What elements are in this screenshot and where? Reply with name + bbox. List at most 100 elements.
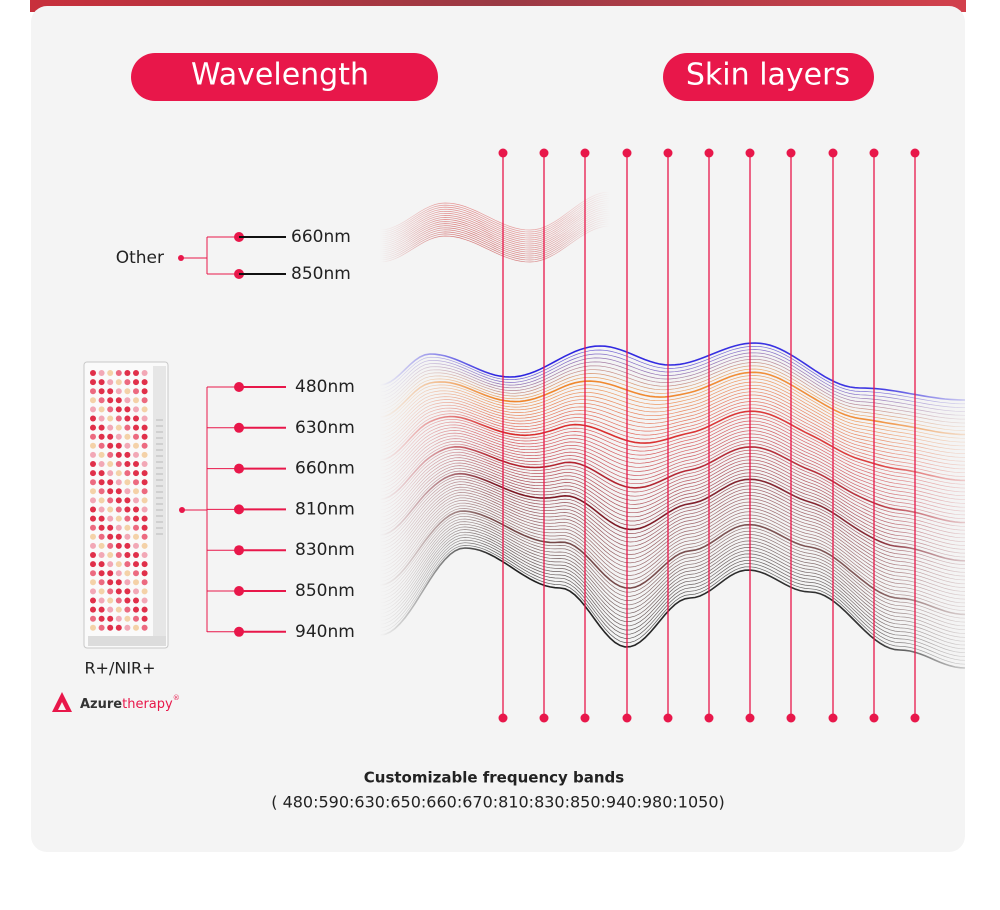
led <box>98 588 105 595</box>
led <box>124 388 131 395</box>
led <box>115 479 122 486</box>
led <box>141 542 148 549</box>
wave-line <box>379 472 966 562</box>
dot <box>539 148 549 158</box>
led <box>141 488 148 495</box>
wavelength-label: 480nm <box>295 377 355 397</box>
led <box>141 388 148 395</box>
led <box>133 552 139 558</box>
wave-line <box>379 523 966 634</box>
led <box>107 570 114 577</box>
led <box>115 461 122 467</box>
led <box>115 579 122 586</box>
wave-line <box>379 223 611 261</box>
led <box>133 488 139 495</box>
led <box>107 370 114 376</box>
led <box>107 542 114 549</box>
product-list: 480nm 630nm 660nm 810nm 830nm 850nm 940nm <box>207 377 355 642</box>
led <box>141 615 148 622</box>
led <box>115 597 122 604</box>
led <box>133 424 139 431</box>
led <box>115 433 122 440</box>
led <box>133 479 139 486</box>
led <box>141 579 148 586</box>
wave-line <box>379 378 966 443</box>
led <box>115 497 122 504</box>
wave-line <box>379 191 611 231</box>
led <box>141 479 148 486</box>
led <box>124 497 131 504</box>
led <box>98 561 105 568</box>
wave-line <box>379 407 966 477</box>
led <box>98 442 105 449</box>
led <box>107 497 114 504</box>
led <box>124 533 131 540</box>
dot <box>622 713 632 723</box>
led <box>107 597 114 604</box>
wave-line <box>379 492 966 588</box>
led <box>124 506 131 513</box>
wave-line <box>379 526 966 638</box>
product-name: R+/NIR+ <box>84 659 155 678</box>
wave-line <box>379 212 611 251</box>
led <box>107 388 114 395</box>
led <box>107 524 114 531</box>
wavelength-label: 850nm <box>295 581 355 601</box>
led <box>115 424 122 431</box>
dot <box>498 713 508 723</box>
led <box>90 606 96 613</box>
led <box>141 533 148 540</box>
led <box>90 506 96 513</box>
led <box>133 397 139 404</box>
wave-line <box>379 497 966 596</box>
panel-body <box>83 361 169 649</box>
led <box>124 542 131 549</box>
led <box>133 624 139 631</box>
brand-mark: ® <box>173 694 180 702</box>
led <box>107 533 114 540</box>
led <box>90 542 96 549</box>
dot <box>786 713 796 723</box>
led <box>107 433 114 440</box>
wave-line <box>379 352 966 412</box>
led <box>98 515 105 522</box>
wave-line <box>379 462 966 546</box>
wave-line <box>379 436 966 512</box>
led <box>107 479 114 486</box>
led <box>124 479 131 486</box>
led <box>133 415 139 422</box>
led <box>124 552 131 558</box>
led <box>141 451 148 458</box>
brand-part: Azure <box>80 697 122 712</box>
led <box>124 588 131 595</box>
pill-label: Skin layers <box>686 58 850 93</box>
led <box>133 606 139 613</box>
wave-group <box>379 191 611 263</box>
led <box>98 542 105 549</box>
led <box>141 442 148 449</box>
dot <box>786 148 796 158</box>
led <box>141 624 148 631</box>
led <box>115 442 122 449</box>
wave-line <box>379 210 611 249</box>
led <box>90 388 96 395</box>
bracket <box>181 236 239 275</box>
led <box>115 415 122 422</box>
led <box>124 561 131 568</box>
wave-line <box>379 494 966 592</box>
led <box>115 606 122 613</box>
wave-line <box>379 467 966 554</box>
dot <box>828 148 838 158</box>
led <box>124 597 131 604</box>
wave-line <box>379 476 966 565</box>
wave-line <box>379 505 966 608</box>
wave-line <box>379 484 966 577</box>
led <box>90 397 96 404</box>
wavelength-label: 660nm <box>295 459 355 479</box>
wavelength-label: 830nm <box>295 540 355 560</box>
led <box>133 497 139 504</box>
led <box>133 506 139 513</box>
led <box>133 570 139 577</box>
led <box>107 606 114 613</box>
